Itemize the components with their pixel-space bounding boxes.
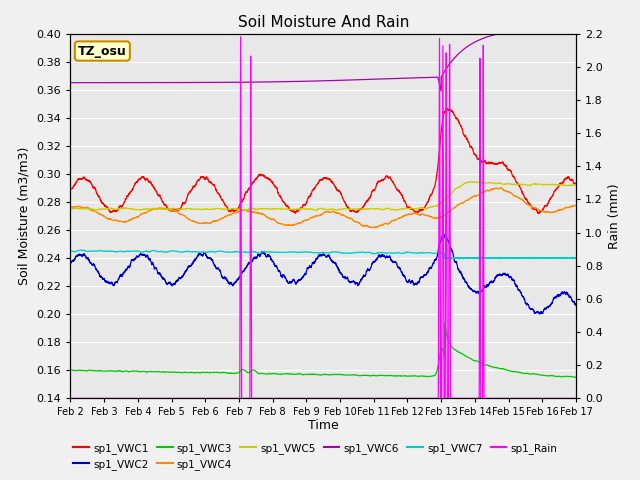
Y-axis label: Rain (mm): Rain (mm) <box>609 183 621 249</box>
X-axis label: Time: Time <box>308 419 339 432</box>
Title: Soil Moisture And Rain: Soil Moisture And Rain <box>237 15 409 30</box>
Legend: sp1_VWC1, sp1_VWC2, sp1_VWC3, sp1_VWC4, sp1_VWC5, sp1_VWC6, sp1_VWC7, sp1_Rain: sp1_VWC1, sp1_VWC2, sp1_VWC3, sp1_VWC4, … <box>69 438 562 474</box>
Y-axis label: Soil Moisture (m3/m3): Soil Moisture (m3/m3) <box>18 147 31 285</box>
Text: TZ_osu: TZ_osu <box>78 45 127 58</box>
